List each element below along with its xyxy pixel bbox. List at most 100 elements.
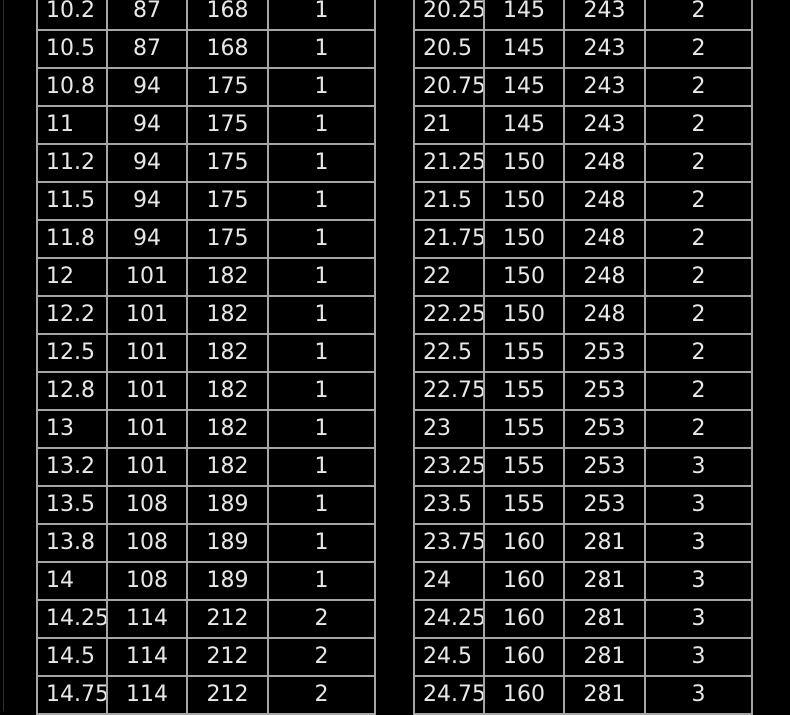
table-cell: 11.2 [38, 145, 106, 181]
table-cell: 14.5 [38, 639, 106, 675]
table-cell: 101 [108, 259, 186, 295]
table-cell: 212 [188, 639, 267, 675]
table-cell: 2 [646, 69, 751, 105]
size-table-left: 10.2 87 168 1 10.5 87 168 1 10.8 94 175 1 11 94 175 1 11… [36, 0, 376, 715]
table-cell: 20.75 [415, 69, 483, 105]
table-cell: 155 [485, 373, 563, 409]
table-cell: 13.5 [38, 487, 106, 523]
table-cell: 10.8 [38, 69, 106, 105]
table-cell: 12 [38, 259, 106, 295]
table-cell: 21 [415, 107, 483, 143]
table-cell: 253 [565, 411, 644, 447]
table-cell: 101 [108, 411, 186, 447]
table-cell: 160 [485, 601, 563, 637]
table-cell: 11.8 [38, 221, 106, 257]
table-cell: 94 [108, 69, 186, 105]
table-cell: 3 [646, 525, 751, 561]
table-cell: 155 [485, 487, 563, 523]
table-cell: 3 [646, 449, 751, 485]
table-cell: 150 [485, 297, 563, 333]
table-cell: 212 [188, 601, 267, 637]
table-cell: 150 [485, 145, 563, 181]
table-cell: 189 [188, 525, 267, 561]
table-cell: 87 [108, 0, 186, 29]
table-cell: 14.75 [38, 677, 106, 713]
table-cell: 14 [38, 563, 106, 599]
table-cell: 11.5 [38, 183, 106, 219]
table-cell: 2 [646, 335, 751, 371]
table-cell: 12.8 [38, 373, 106, 409]
table-cell: 1 [269, 487, 374, 523]
table-cell: 2 [646, 145, 751, 181]
table-cell: 1 [269, 221, 374, 257]
table-cell: 182 [188, 411, 267, 447]
table-cell: 2 [646, 107, 751, 143]
table-cell: 2 [646, 259, 751, 295]
table-cell: 175 [188, 145, 267, 181]
table-cell: 248 [565, 259, 644, 295]
table-cell: 20.25 [415, 0, 483, 29]
table-cell: 101 [108, 449, 186, 485]
table-cell: 22.75 [415, 373, 483, 409]
table-cell: 1 [269, 145, 374, 181]
table-cell: 3 [646, 677, 751, 713]
table-cell: 24 [415, 563, 483, 599]
table-cell: 2 [646, 31, 751, 67]
table-cell: 13.8 [38, 525, 106, 561]
table-cell: 182 [188, 373, 267, 409]
table-cell: 248 [565, 183, 644, 219]
table-cell: 2 [646, 0, 751, 29]
table-cell: 189 [188, 563, 267, 599]
table-cell: 2 [269, 677, 374, 713]
table-cell: 1 [269, 563, 374, 599]
table-cell: 1 [269, 373, 374, 409]
table-cell: 243 [565, 31, 644, 67]
table-cell: 253 [565, 373, 644, 409]
table-cell: 1 [269, 297, 374, 333]
table-cell: 10.5 [38, 31, 106, 67]
table-cell: 248 [565, 297, 644, 333]
table-cell: 243 [565, 0, 644, 29]
table-cell: 175 [188, 107, 267, 143]
table-cell: 114 [108, 639, 186, 675]
table-cell: 2 [646, 373, 751, 409]
table-cell: 182 [188, 449, 267, 485]
table-cell: 1 [269, 183, 374, 219]
table-cell: 21.75 [415, 221, 483, 257]
table-cell: 24.5 [415, 639, 483, 675]
table-cell: 24.75 [415, 677, 483, 713]
left-edge-line [3, 0, 4, 711]
table-cell: 168 [188, 31, 267, 67]
table-cell: 2 [269, 639, 374, 675]
table-cell: 3 [646, 639, 751, 675]
table-cell: 160 [485, 525, 563, 561]
table-cell: 10.2 [38, 0, 106, 29]
table-cell: 281 [565, 639, 644, 675]
table-cell: 1 [269, 107, 374, 143]
table-cell: 145 [485, 31, 563, 67]
table-cell: 182 [188, 259, 267, 295]
table-cell: 182 [188, 335, 267, 371]
table-cell: 21.25 [415, 145, 483, 181]
table-cell: 87 [108, 31, 186, 67]
table-cell: 12.2 [38, 297, 106, 333]
table-cell: 13.2 [38, 449, 106, 485]
table-cell: 2 [646, 411, 751, 447]
table-cell: 1 [269, 0, 374, 29]
table-cell: 175 [188, 183, 267, 219]
table-cell: 101 [108, 297, 186, 333]
table-cell: 22.25 [415, 297, 483, 333]
table-cell: 108 [108, 525, 186, 561]
table-cell: 155 [485, 449, 563, 485]
table-cell: 114 [108, 601, 186, 637]
table-cell: 23 [415, 411, 483, 447]
table-cell: 281 [565, 677, 644, 713]
table-cell: 1 [269, 335, 374, 371]
table-cell: 175 [188, 221, 267, 257]
table-cell: 94 [108, 145, 186, 181]
table-cell: 23.25 [415, 449, 483, 485]
table-cell: 175 [188, 69, 267, 105]
table-cell: 155 [485, 335, 563, 371]
table-cell: 11 [38, 107, 106, 143]
table-cell: 1 [269, 525, 374, 561]
